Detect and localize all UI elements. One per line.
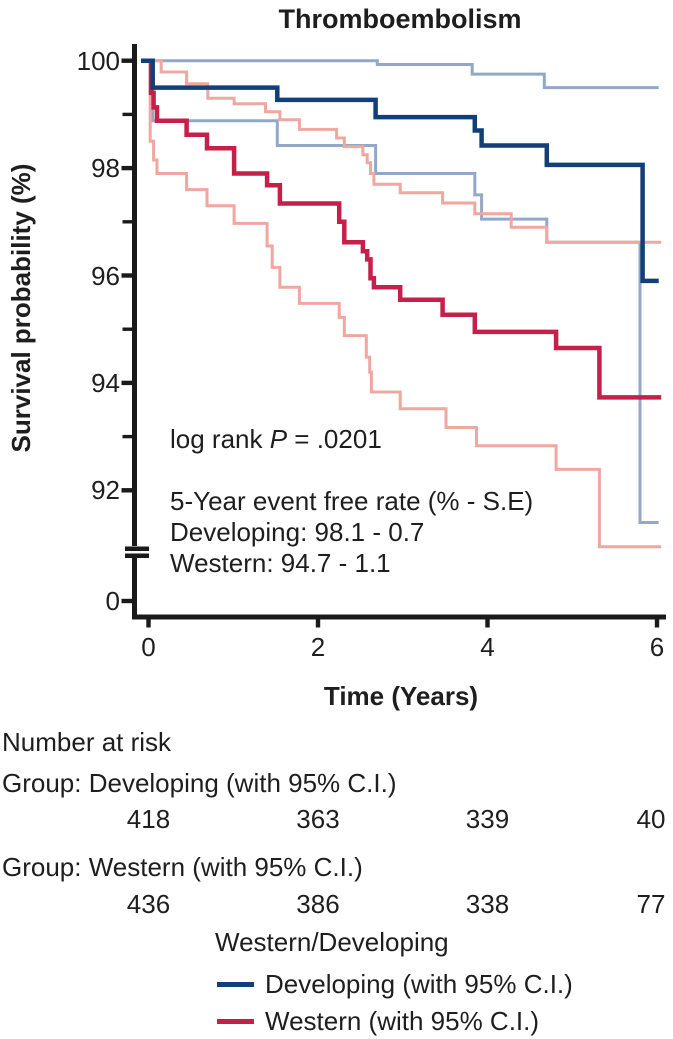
y-tick-label-0: 0	[105, 586, 120, 616]
x-axis-line	[132, 614, 666, 620]
y-axis-break-mark	[125, 546, 149, 551]
x-axis-title: Time (Years)	[323, 681, 479, 711]
risk-value: 77	[636, 889, 666, 919]
y-tick-major	[121, 380, 133, 386]
risk-value: 339	[465, 804, 510, 834]
y-tick-minor	[122, 220, 133, 224]
rate-western: Western: 94.7 - 1.1	[170, 548, 391, 578]
km-plot-canvas	[121, 44, 666, 628]
x-tick	[654, 617, 660, 628]
curve-developing	[141, 58, 659, 284]
risk-value: 436	[126, 889, 171, 919]
risk-value: 40	[636, 804, 666, 834]
y-tick-label-98: 98	[91, 153, 120, 184]
y-tick-major	[121, 488, 133, 493]
logrank-annotation: log rank P = .0201	[170, 424, 382, 455]
x-tick-label-4: 4	[480, 632, 495, 662]
logrank-p-symbol: P	[269, 424, 288, 454]
curve-western	[141, 58, 662, 400]
y-tick-zero	[121, 598, 133, 604]
y-tick-minor	[122, 327, 133, 331]
y-axis-break-mark	[125, 553, 149, 558]
risk-value: 418	[126, 804, 171, 834]
curve-western-upper-95-ci	[141, 59, 662, 244]
legend-title: Western/Developing	[215, 927, 449, 957]
y-axis-line-lower	[132, 557, 137, 620]
x-tick-label-0: 0	[141, 632, 156, 662]
y-tick-label-96: 96	[91, 260, 120, 291]
legend-line-developing	[217, 982, 254, 987]
y-tick-major	[121, 165, 133, 171]
x-tick-label-6: 6	[649, 632, 665, 662]
rate-developing: Developing: 98.1 - 0.7	[170, 517, 425, 547]
number-at-risk-heading: Number at risk	[2, 727, 172, 757]
legend-label-developing: Developing (with 95% C.I.)	[265, 969, 573, 999]
y-tick-minor	[122, 434, 133, 439]
risk-value: 386	[296, 889, 340, 919]
rate-heading: 5-Year event free rate (% - S.E)	[170, 486, 534, 516]
y-axis-line-upper	[132, 44, 137, 546]
logrank-value: = .0201	[287, 424, 382, 454]
risk-value: 363	[296, 804, 340, 834]
x-tick-label-2: 2	[310, 632, 326, 662]
risk-value: 338	[465, 889, 510, 919]
curve-developing-upper-95-ci	[141, 59, 659, 90]
y-tick-major	[121, 273, 133, 278]
x-tick	[315, 617, 321, 628]
legend-line-western	[217, 1019, 254, 1024]
y-tick-label-100: 100	[76, 45, 120, 76]
y-tick-minor	[122, 112, 133, 117]
risk-group-developing-label: Group: Developing (with 95% C.I.)	[2, 768, 397, 798]
event-free-rate-annotation: 5-Year event free rate (% - S.E) Develop…	[170, 486, 533, 579]
x-tick	[485, 617, 490, 628]
y-tick-label-94: 94	[91, 367, 120, 398]
y-tick-label-92: 92	[91, 475, 120, 506]
risk-group-western-label: Group: Western (with 95% C.I.)	[2, 852, 363, 882]
logrank-prefix: log rank	[170, 424, 270, 454]
y-tick-major	[121, 58, 133, 63]
x-tick	[146, 617, 151, 628]
chart-title: Thromboembolism	[278, 4, 522, 34]
legend-label-western: Western (with 95% C.I.)	[265, 1006, 540, 1036]
curve-western-lower-95-ci	[141, 59, 662, 549]
